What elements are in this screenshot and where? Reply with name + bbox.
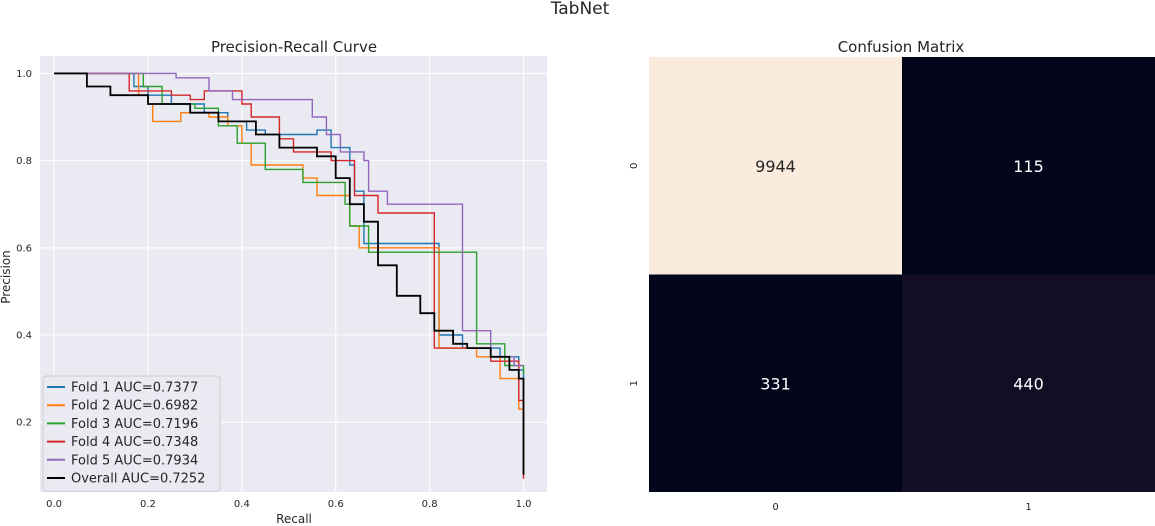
pr-y-tick-label: 0.6: [16, 243, 32, 254]
pr-legend: Fold 1 AUC=0.7377 Fold 2 AUC=0.6982 Fold 3…: [42, 375, 221, 492]
pr-x-tick-labels: 0.0 0.2 0.4 0.6 0.8 1.0: [46, 499, 531, 510]
cm-row-labels: 01: [629, 163, 640, 387]
pr-y-tick-labels: 0.2 0.4 0.6 0.8 1.0: [16, 69, 32, 429]
cm-cell-value: 9944: [755, 157, 796, 176]
cm-cell-0-0: [649, 57, 902, 275]
pr-legend-label: Fold 5 AUC=0.7934: [71, 453, 198, 468]
cm-cell-0-1: [902, 57, 1155, 275]
cm-cell-value: 115: [1013, 157, 1044, 176]
pr-legend-label: Fold 2 AUC=0.6982: [71, 399, 198, 414]
figure-title: TabNet: [550, 0, 610, 19]
cm-row-label: 1: [629, 380, 640, 386]
cm-row-label: 0: [629, 163, 640, 169]
pr-x-tick-label: 0.0: [46, 499, 62, 510]
pr-series-line-2: [54, 72, 525, 475]
pr-series-lines: [54, 72, 525, 479]
pr-y-tick-label: 1.0: [16, 69, 32, 80]
pr-x-tick-label: 0.6: [328, 499, 344, 510]
cm-cells: 9944 115 331 440: [649, 57, 1155, 492]
cm-cell-1-0: [649, 274, 902, 492]
pr-y-axis-label: Precision: [0, 250, 13, 304]
cm-cell-value: 440: [1013, 374, 1044, 393]
pr-legend-label: Overall AUC=0.7252: [71, 472, 205, 487]
pr-legend-label: Fold 1 AUC=0.7377: [71, 381, 198, 396]
pr-chart-title: Precision-Recall Curve: [211, 38, 377, 56]
pr-series-line-5: [54, 72, 524, 367]
pr-curve-panel: Precision-Recall Curve 0.0 0.2 0.4 0.6 0.8 1.…: [0, 38, 547, 526]
pr-series-line-6: [54, 72, 525, 475]
cm-col-label: 1: [1025, 502, 1031, 513]
cm-cell-value: 331: [760, 374, 791, 393]
pr-legend-label: Fold 4 AUC=0.7348: [71, 435, 198, 450]
pr-x-tick-label: 1.0: [516, 499, 532, 510]
pr-y-tick-label: 0.2: [16, 418, 32, 429]
cm-chart-title: Confusion Matrix: [838, 38, 965, 56]
pr-x-tick-label: 0.2: [140, 499, 156, 510]
pr-x-axis-label: Recall: [276, 512, 312, 526]
pr-legend-label: Fold 3 AUC=0.7196: [71, 417, 198, 432]
pr-x-tick-label: 0.8: [422, 499, 438, 510]
pr-y-tick-label: 0.8: [16, 156, 32, 167]
pr-x-tick-label: 0.4: [234, 499, 250, 510]
pr-legend-box: [42, 375, 221, 492]
cm-col-label: 0: [772, 502, 778, 513]
pr-y-tick-label: 0.4: [16, 331, 32, 342]
cm-cell-1-1: [902, 274, 1155, 492]
